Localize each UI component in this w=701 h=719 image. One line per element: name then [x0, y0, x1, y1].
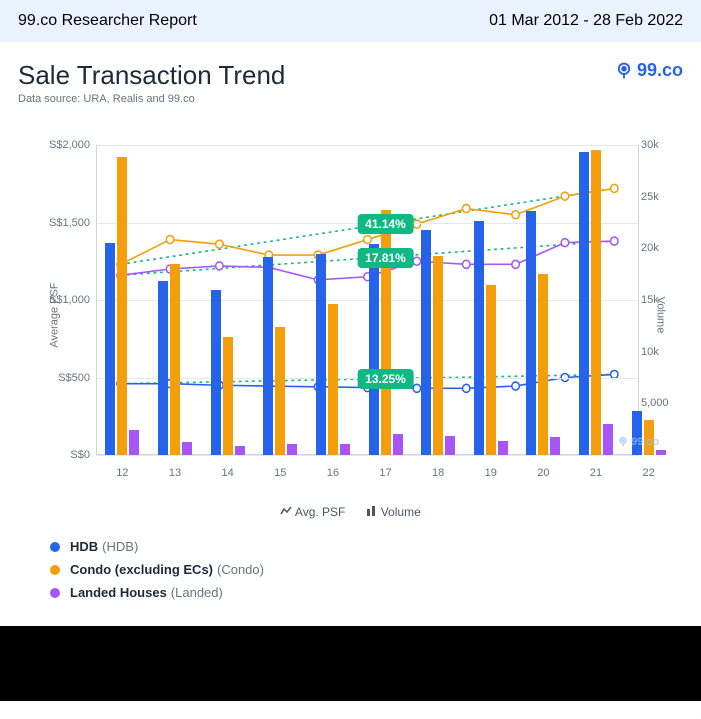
bar-condo: [117, 157, 127, 455]
y-left-tick: S$500: [30, 372, 90, 384]
bar-hdb: [421, 230, 431, 455]
bar-hdb: [211, 290, 221, 455]
x-tick: 20: [537, 467, 549, 479]
bar-hdb: [316, 254, 326, 456]
bar-landed: [182, 442, 192, 455]
x-tick: 21: [590, 467, 602, 479]
pin-icon: [615, 62, 633, 80]
annotation-badge: 41.14%: [357, 214, 414, 234]
brand-logo: 99.co: [615, 60, 683, 81]
x-tick: 13: [169, 467, 181, 479]
plot-area: 41.14%17.81%13.25%99.co: [96, 145, 639, 455]
bar-condo: [328, 304, 338, 455]
gridline: [96, 455, 639, 456]
legend-type: Avg. PSF Volume: [18, 505, 683, 519]
x-tick: 16: [327, 467, 339, 479]
y-right-tick: 30k: [641, 139, 681, 151]
legend-item: Landed Houses (Landed): [50, 585, 683, 600]
x-tick: 14: [221, 467, 233, 479]
bar-hdb: [369, 244, 379, 455]
bar-landed: [393, 434, 403, 455]
y-right-tick: 15k: [641, 294, 681, 306]
bar-condo: [538, 274, 548, 455]
bar-landed: [129, 430, 139, 455]
y-right-tick: 20k: [641, 242, 681, 254]
legend-label-bold: Condo (excluding ECs): [70, 562, 213, 577]
bar-condo: [381, 210, 391, 455]
bar-condo: [433, 256, 443, 455]
gridline: [96, 145, 639, 146]
legend-series: HDB (HDB) Condo (excluding ECs) (Condo) Land…: [0, 539, 701, 626]
chart: Average PSF Volume S$0S$500S$1,000S$1,50…: [18, 135, 683, 495]
legend-label-light: (HDB): [102, 539, 138, 554]
bar-landed: [235, 446, 245, 455]
bar-condo: [591, 150, 601, 455]
bar-landed: [656, 450, 666, 455]
legend-label-bold: Landed Houses: [70, 585, 167, 600]
report-name: 99.co Researcher Report: [18, 12, 197, 30]
legend-dot: [50, 565, 60, 575]
y-left-tick: S$1,500: [30, 217, 90, 229]
bar-condo: [223, 337, 233, 455]
y-right-tick: 25k: [641, 191, 681, 203]
y-left-tick: S$1,000: [30, 294, 90, 306]
watermark: 99.co: [617, 436, 659, 448]
bar-condo: [170, 264, 180, 455]
annotation-badge: 17.81%: [357, 248, 414, 268]
bar-hdb: [263, 257, 273, 455]
y-left-tick: S$2,000: [30, 139, 90, 151]
bar-condo: [486, 285, 496, 456]
bar-hdb: [579, 152, 589, 455]
legend-item: HDB (HDB): [50, 539, 683, 554]
bar-condo: [275, 327, 285, 455]
legend-label-bold: HDB: [70, 539, 98, 554]
x-tick: 18: [432, 467, 444, 479]
legend-volume: Volume: [365, 505, 420, 519]
y-left-axis-label: Average PSF: [49, 282, 61, 347]
content: Sale Transaction Trend Data source: URA,…: [0, 42, 701, 519]
title-row: Sale Transaction Trend Data source: URA,…: [18, 60, 683, 105]
legend-item: Condo (excluding ECs) (Condo): [50, 562, 683, 577]
page-title: Sale Transaction Trend: [18, 60, 285, 91]
y-right-tick: 5,000: [641, 397, 681, 409]
y-right-tick: 10k: [641, 346, 681, 358]
x-tick: 15: [274, 467, 286, 479]
legend-dot: [50, 542, 60, 552]
header-bar: 99.co Researcher Report 01 Mar 2012 - 28…: [0, 0, 701, 42]
y-left-tick: S$0: [30, 449, 90, 461]
bar-landed: [603, 424, 613, 455]
bar-landed: [287, 444, 297, 455]
legend-label-light: (Condo): [217, 562, 264, 577]
bar-hdb: [105, 243, 115, 455]
bar-landed: [498, 441, 508, 455]
x-tick: 19: [485, 467, 497, 479]
date-range: 01 Mar 2012 - 28 Feb 2022: [489, 12, 683, 30]
bar-hdb: [526, 211, 536, 455]
x-tick: 17: [379, 467, 391, 479]
annotation-badge: 13.25%: [357, 369, 414, 389]
legend-dot: [50, 588, 60, 598]
x-tick: 22: [643, 467, 655, 479]
brand-text: 99.co: [637, 60, 683, 81]
x-tick: 12: [116, 467, 128, 479]
bar-landed: [445, 436, 455, 455]
bar-hdb: [474, 221, 484, 455]
bar-landed: [550, 437, 560, 455]
legend-label-light: (Landed): [171, 585, 223, 600]
bar-landed: [340, 444, 350, 455]
legend-avg-psf: Avg. PSF: [280, 505, 345, 519]
footer-black: [0, 626, 701, 701]
bar-hdb: [158, 281, 168, 455]
data-source: Data source: URA, Realis and 99.co: [18, 93, 285, 105]
